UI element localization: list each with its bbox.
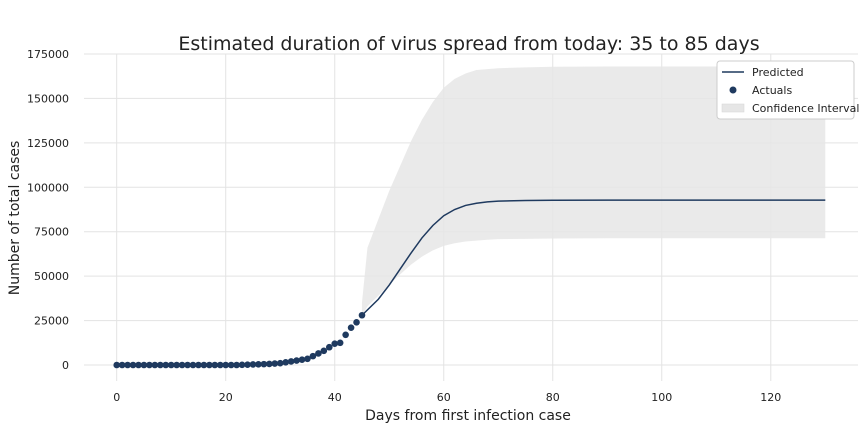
- actual-point: [320, 347, 328, 355]
- actual-point: [347, 324, 355, 331]
- x-tick-label: 120: [760, 391, 781, 404]
- legend-actuals-label: Actuals: [752, 84, 792, 97]
- actual-point: [244, 361, 251, 368]
- actual-point: [151, 361, 159, 369]
- confidence-band-layer: [361, 66, 826, 316]
- actual-point: [331, 340, 339, 347]
- actual-point: [309, 352, 317, 360]
- y-tick-label: 0: [62, 359, 69, 372]
- actual-point: [200, 361, 208, 369]
- prediction-line-layer: [361, 199, 826, 316]
- actual-point: [293, 357, 300, 364]
- y-tick-label: 100000: [27, 181, 69, 194]
- x-tick-label: 0: [113, 391, 120, 404]
- actual-point: [233, 361, 240, 369]
- actual-point: [353, 319, 360, 326]
- legend-confidence-label: Confidence Interval: [752, 102, 859, 115]
- x-tick-label: 80: [546, 391, 560, 404]
- actual-point: [282, 359, 289, 366]
- x-tick-label: 40: [328, 391, 342, 404]
- legend-actuals-swatch: [729, 86, 737, 94]
- y-tick-label: 75000: [34, 226, 69, 239]
- y-tick-label: 150000: [27, 92, 69, 105]
- chart-title: Estimated duration of virus spread from …: [178, 33, 759, 55]
- actual-point: [157, 361, 164, 369]
- actual-point: [173, 361, 180, 369]
- actuals-points-layer: [113, 311, 366, 369]
- legend-predicted-label: Predicted: [752, 66, 804, 79]
- actual-point: [298, 356, 306, 363]
- actual-point: [195, 361, 202, 369]
- actual-point: [167, 361, 175, 369]
- actual-point: [249, 361, 257, 368]
- actual-point: [260, 360, 268, 368]
- actual-point: [276, 359, 284, 367]
- actual-point: [129, 361, 137, 369]
- actual-point: [266, 360, 273, 368]
- actual-point: [336, 339, 344, 347]
- legend-confidence-swatch: [721, 103, 745, 113]
- actual-point: [271, 360, 279, 367]
- actual-point: [287, 358, 295, 365]
- x-tick-label: 100: [651, 391, 672, 404]
- confidence-band: [361, 66, 826, 316]
- actual-point: [140, 361, 148, 369]
- actual-point: [178, 361, 186, 369]
- actual-point: [216, 361, 224, 369]
- actual-point: [189, 361, 197, 369]
- actual-point: [206, 361, 213, 369]
- actual-point: [304, 355, 311, 363]
- actual-point: [113, 361, 121, 369]
- actual-point: [146, 361, 153, 369]
- y-tick-label: 25000: [34, 315, 69, 328]
- legend-box: [716, 60, 855, 120]
- actual-point: [211, 361, 219, 369]
- actual-point: [358, 311, 366, 319]
- x-tick-label: 60: [437, 391, 451, 404]
- actual-point: [325, 343, 333, 351]
- actual-point: [184, 361, 191, 369]
- actual-point: [227, 361, 235, 369]
- y-tick-label: 125000: [27, 137, 69, 150]
- tick-labels: 0 20 40 60 80 100 120 0 25000 50000 75000 100000 125…: [27, 48, 781, 404]
- actual-point: [124, 361, 131, 369]
- actual-point: [222, 361, 230, 369]
- predicted-line: [361, 199, 826, 316]
- x-tick-label: 20: [219, 391, 233, 404]
- actual-point: [315, 350, 322, 357]
- actual-point: [255, 360, 262, 368]
- y-tick-label: 175000: [27, 48, 69, 61]
- actual-point: [135, 361, 142, 369]
- actual-point: [238, 361, 246, 369]
- actual-point: [118, 361, 126, 369]
- y-tick-label: 50000: [34, 270, 69, 283]
- actual-point: [342, 331, 349, 339]
- y-axis-label: Number of total cases: [7, 141, 23, 296]
- x-axis-label: Days from first infection case: [365, 408, 571, 424]
- legend: Predicted Actuals Confidence Interval: [716, 60, 859, 120]
- actual-point: [162, 361, 170, 369]
